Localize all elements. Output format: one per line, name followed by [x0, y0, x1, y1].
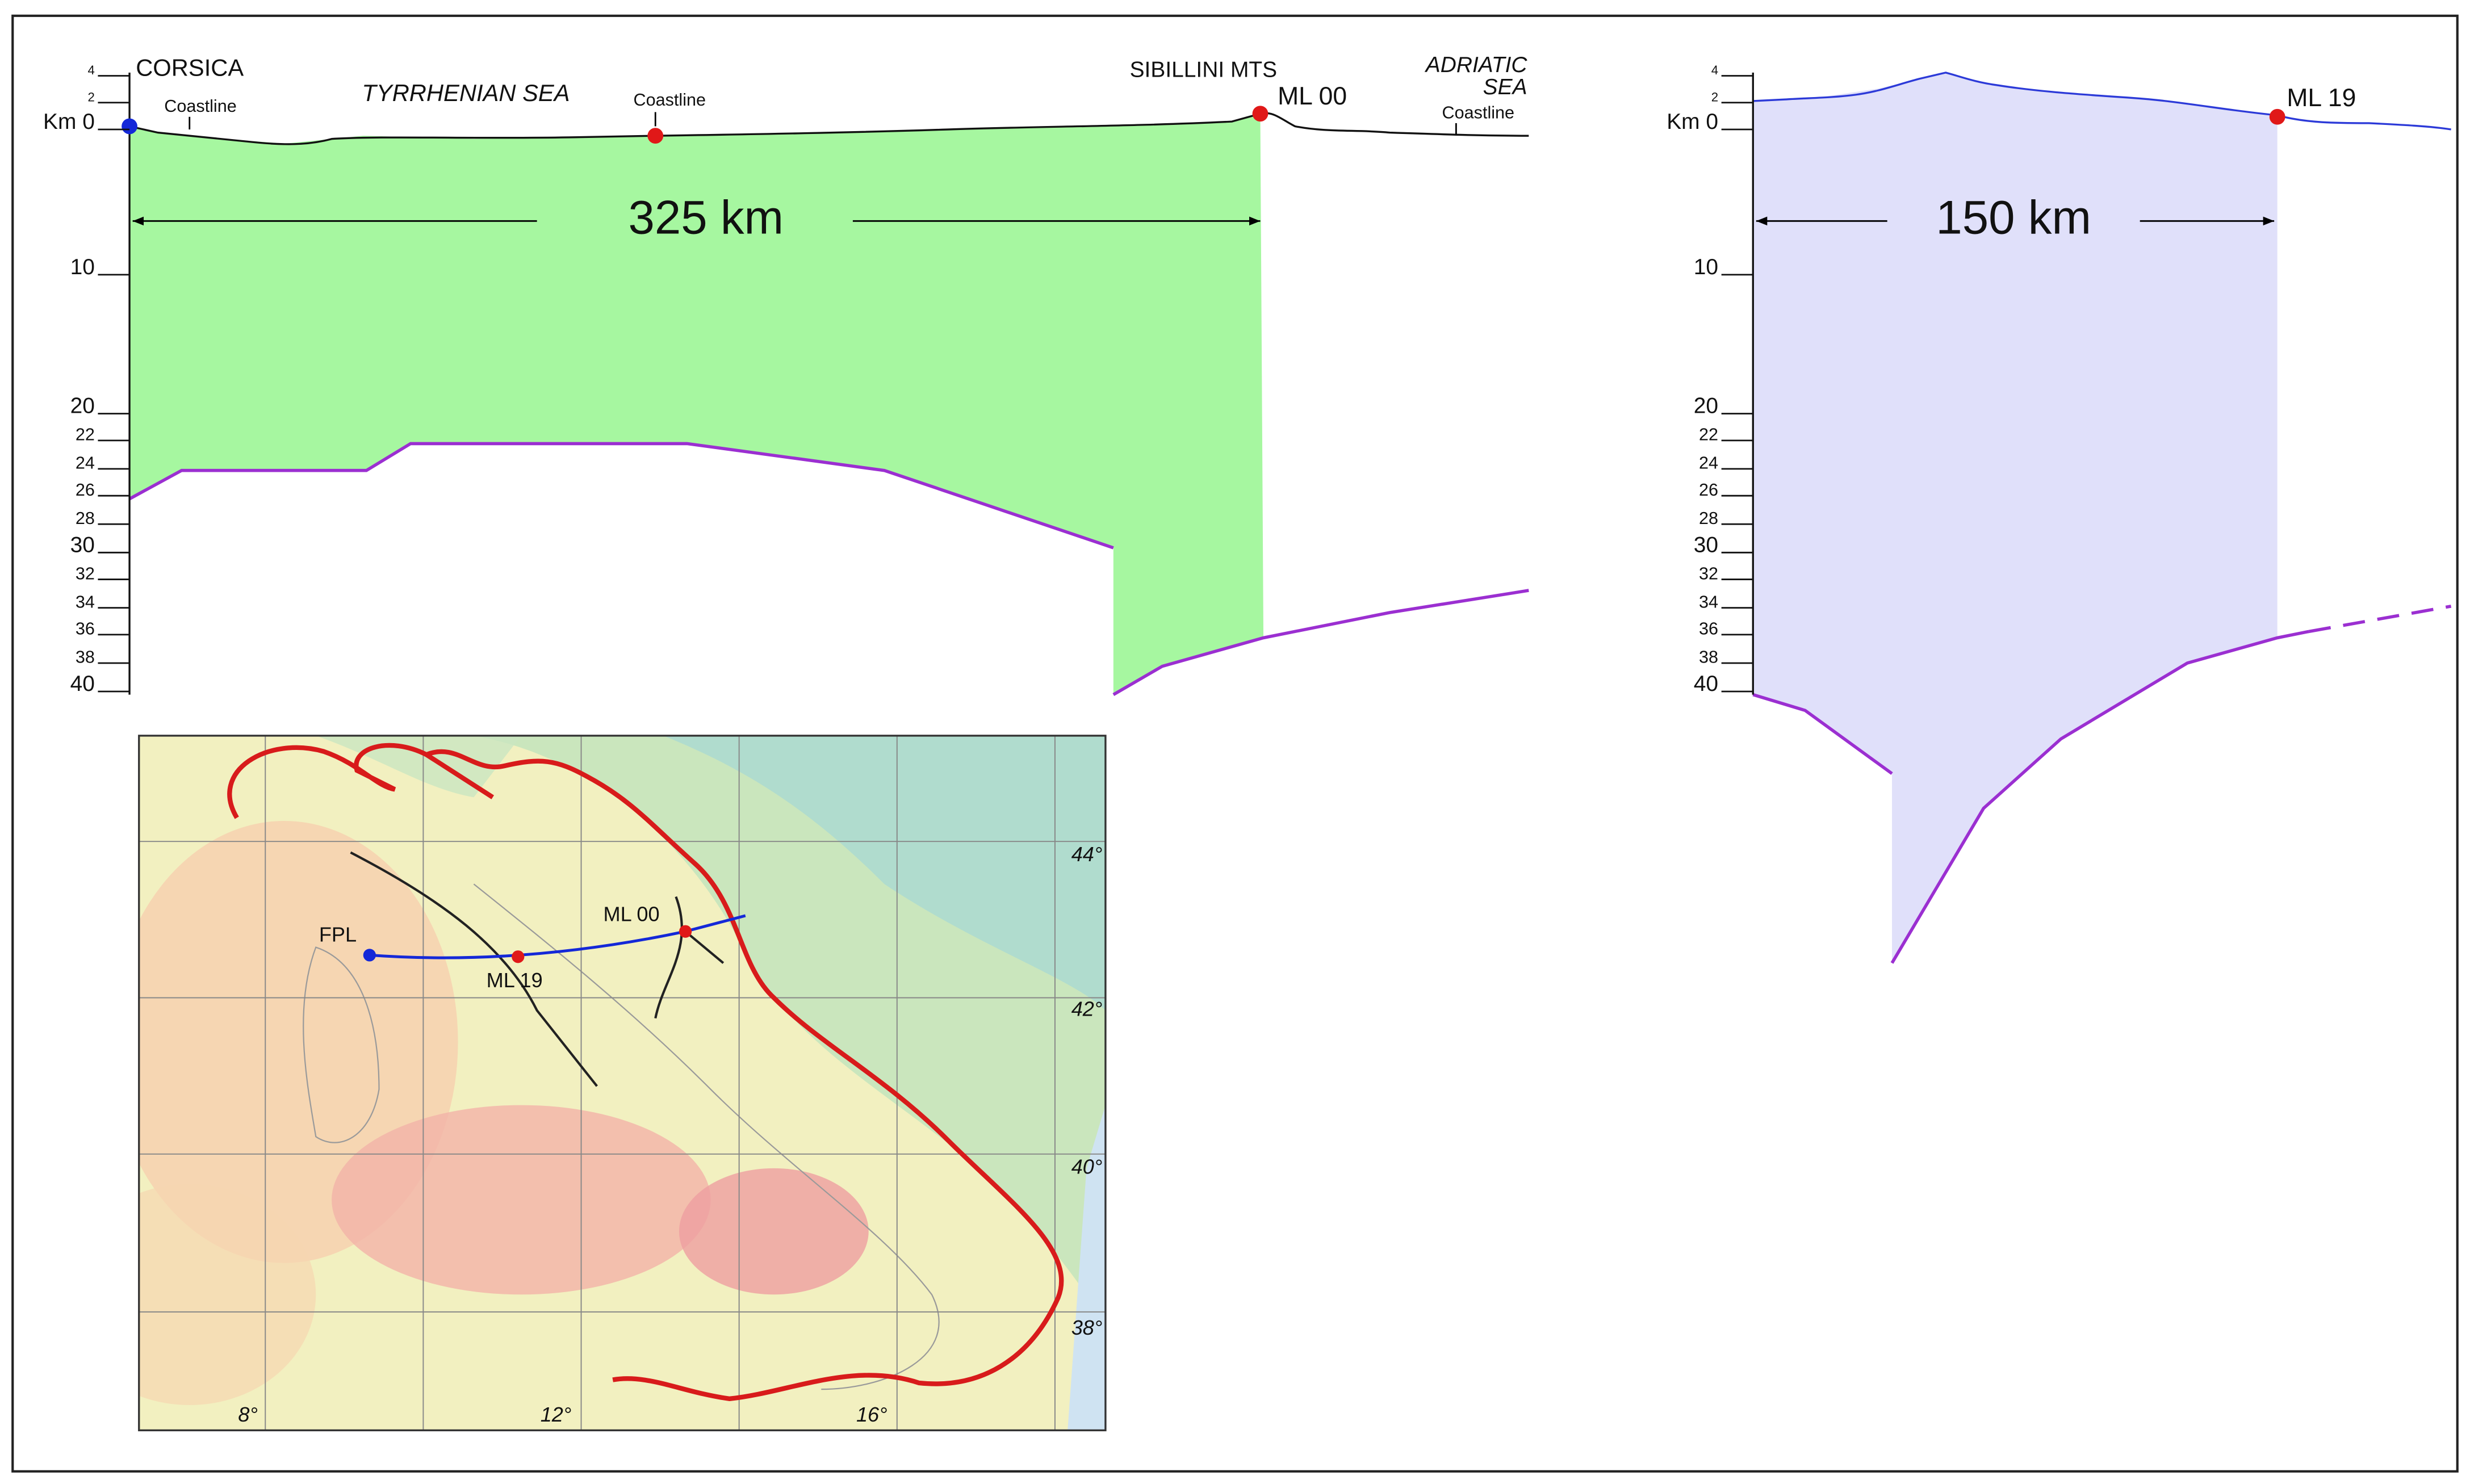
tick-label: 22 — [76, 425, 95, 445]
station-label: ML 00 — [603, 902, 659, 925]
tick-label: 26 — [76, 480, 95, 500]
topography — [1753, 72, 2451, 131]
tick-label: 10 — [70, 255, 95, 279]
tick-label: 34 — [1699, 592, 1718, 611]
tick-label: 36 — [76, 619, 95, 639]
coastline-label: Coastline — [164, 97, 236, 116]
longitude-label: 12° — [541, 1403, 572, 1426]
tick-label: 30 — [70, 533, 95, 557]
latitude-label: 44° — [1071, 842, 1103, 866]
left-profile: 325 km CORSICA Coastline TYRRHENIAN SEA … — [122, 53, 1529, 696]
tick-label: 28 — [1699, 509, 1718, 528]
coastline-label: Coastline — [1442, 103, 1514, 122]
tick-label: 38 — [1699, 648, 1718, 667]
distance-label: 150 km — [1936, 190, 2091, 244]
tick-label: 4 — [88, 63, 95, 77]
tick-label: 36 — [1699, 619, 1718, 639]
tick-label: 40 — [1694, 672, 1718, 696]
station-dot — [2269, 108, 2285, 125]
longitude-label: 8° — [238, 1403, 258, 1426]
right-profile: 150 km ML 19 — [1752, 72, 2452, 964]
tick-label: 38 — [76, 648, 95, 667]
tick-label: 4 — [1711, 63, 1718, 77]
tick-label: 2 — [1711, 90, 1718, 104]
place-label: CORSICA — [136, 54, 244, 81]
station-dot — [122, 118, 137, 135]
station-label: ML 19 — [2287, 84, 2356, 112]
station-dot — [512, 950, 525, 963]
map-frame — [138, 735, 1107, 1432]
tick-label: 24 — [76, 454, 95, 473]
station-label: ML 19 — [487, 969, 543, 992]
moho — [1112, 589, 1529, 696]
fault — [350, 851, 725, 1087]
tick-label: 10 — [1694, 255, 1718, 279]
tick-label: 32 — [1699, 564, 1718, 583]
station-dot — [363, 949, 376, 962]
moho — [1752, 693, 1893, 775]
map-graticule-labels: 44° 42° 40° 38° 8° 12° 16° — [238, 842, 1102, 1426]
latitude-label: 38° — [1071, 1316, 1103, 1339]
tick-label: 30 — [1694, 533, 1718, 557]
tick-label: 2 — [88, 90, 95, 104]
map: FPL ML 19 ML 00 44° 42° 40° 38° 8° 12° 16° — [138, 735, 1107, 1432]
tick-label: Km 0 — [43, 110, 95, 134]
moho — [1890, 630, 2309, 964]
moho — [128, 442, 1114, 550]
latitude-label: 40° — [1071, 1155, 1103, 1178]
coastline-label: Coastline — [634, 90, 706, 110]
tick-label: 28 — [76, 509, 95, 528]
thrust-front — [227, 743, 1064, 1402]
sea-label: ADRIATIC — [1425, 53, 1528, 77]
sea-label: SEA — [1483, 75, 1527, 99]
station-label: FPL — [319, 923, 357, 946]
tick-label: 32 — [76, 564, 95, 583]
tick-label: 20 — [70, 394, 95, 418]
profile-trace — [369, 914, 746, 959]
tick-label: 34 — [76, 592, 95, 611]
tick-label: 40 — [70, 672, 95, 696]
sea-label: TYRRHENIAN SEA — [362, 79, 570, 106]
crust-fill — [129, 114, 1264, 695]
latitude-label: 42° — [1071, 997, 1103, 1020]
crust-fill — [1753, 72, 2278, 963]
distance-label: 325 km — [628, 190, 784, 244]
tick-label: 26 — [1699, 480, 1718, 500]
place-label: SIBILLINI MTS — [1130, 57, 1278, 82]
tick-label: 22 — [1699, 425, 1718, 445]
moho-dashed — [2308, 605, 2452, 634]
topography — [129, 112, 1529, 145]
tick-label: 24 — [1699, 454, 1718, 473]
station-dot — [679, 925, 692, 938]
station-dot — [1252, 106, 1269, 122]
tick-label: 20 — [1694, 394, 1718, 418]
station-dot — [647, 128, 664, 144]
longitude-label: 16° — [856, 1403, 887, 1426]
tick-label: Km 0 — [1667, 110, 1718, 134]
frame — [11, 14, 2459, 1473]
station-label: ML 00 — [1278, 82, 1347, 110]
